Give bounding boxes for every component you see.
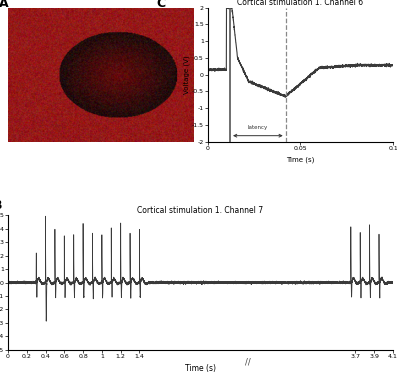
- X-axis label: Time (s): Time (s): [185, 364, 216, 373]
- Title: Cortical stimulation 1. Channel 7: Cortical stimulation 1. Channel 7: [137, 206, 264, 215]
- Text: A: A: [0, 0, 8, 10]
- Title: Cortical stimulation 1. Channel 6: Cortical stimulation 1. Channel 6: [237, 0, 364, 7]
- Text: latency: latency: [248, 125, 268, 130]
- X-axis label: Time (s): Time (s): [286, 157, 315, 163]
- Text: //: //: [245, 358, 251, 367]
- Text: C: C: [156, 0, 165, 10]
- Text: B: B: [0, 200, 2, 212]
- Y-axis label: Voltage (V): Voltage (V): [184, 55, 190, 94]
